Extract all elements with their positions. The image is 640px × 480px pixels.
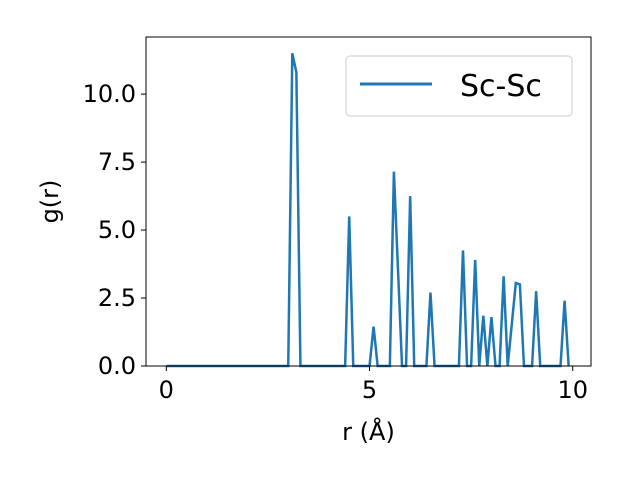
y-tick-label: 2.5 [98, 284, 136, 312]
y-tick-label: 5.0 [98, 216, 136, 244]
legend-label-sc-sc: Sc-Sc [460, 69, 542, 104]
plot-area [166, 53, 570, 368]
legend-box [345, 55, 573, 117]
x-axis-label: r (Å) [342, 417, 395, 446]
x-tick-label: 0 [159, 376, 174, 404]
axis-ticks: 0 5 10 0.0 2.5 5.0 7.5 10.0 [83, 80, 588, 404]
series-line-0 [166, 53, 570, 368]
axes-frame [145, 36, 592, 367]
legend: Sc-Sc [345, 55, 573, 117]
x-tick-label: 5 [362, 376, 377, 404]
x-tick-label: 10 [557, 376, 588, 404]
y-tick-label: 10.0 [83, 80, 136, 108]
y-tick-label: 0.0 [98, 352, 136, 380]
y-axis-label: g(r) [36, 180, 64, 224]
y-tick-label: 7.5 [98, 148, 136, 176]
